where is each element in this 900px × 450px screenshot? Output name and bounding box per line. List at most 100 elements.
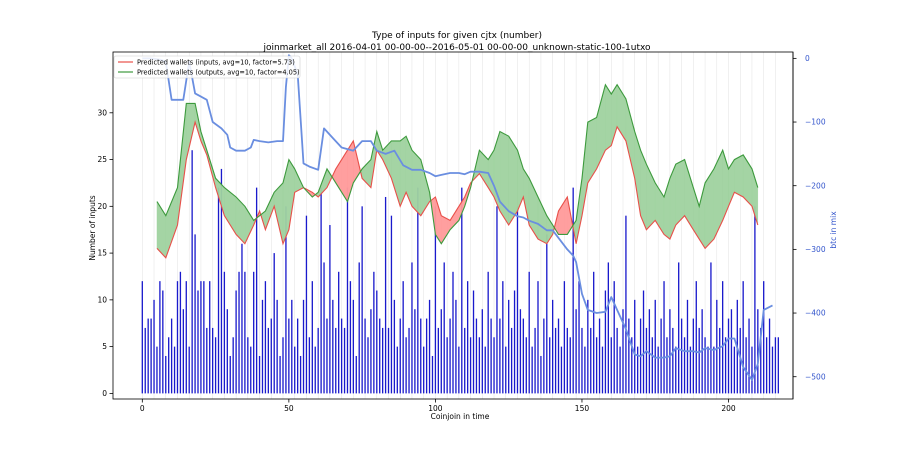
input-bar (338, 271, 340, 394)
input-bar (595, 337, 598, 394)
input-bar (320, 187, 322, 394)
y2-tick-label: −200 (805, 181, 826, 190)
input-bar (730, 309, 733, 394)
input-bar (760, 327, 762, 394)
input-bar (631, 337, 633, 394)
input-bar (496, 206, 498, 394)
fill-segment (165, 187, 178, 258)
input-bar (625, 215, 627, 394)
input-bar (270, 318, 272, 394)
input-bar (458, 346, 460, 394)
input-bar (704, 337, 706, 394)
input-bar (546, 234, 548, 394)
input-bar (519, 309, 522, 394)
input-bar (417, 187, 419, 394)
input-bar (185, 281, 187, 394)
y-tick-label: 5 (102, 342, 107, 351)
input-bar (434, 206, 437, 394)
input-bar (214, 337, 217, 394)
input-bar (179, 271, 182, 394)
y2-tick-label: −500 (805, 372, 826, 381)
input-bar (264, 281, 267, 394)
input-bar (182, 309, 185, 394)
input-bar (282, 337, 284, 394)
input-bar (285, 206, 287, 394)
input-bar (414, 309, 416, 394)
input-bar (217, 187, 220, 394)
input-bar (719, 327, 721, 394)
input-bar (258, 355, 261, 394)
input-bar (153, 299, 155, 394)
input-bar (619, 346, 621, 394)
input-bar (716, 299, 718, 394)
y-tick-label: 0 (102, 389, 107, 398)
input-bar (294, 346, 296, 394)
input-bar (349, 281, 352, 394)
input-bar (176, 281, 179, 394)
input-bar (490, 318, 492, 394)
input-bar (340, 318, 343, 394)
input-bar (170, 318, 173, 394)
x-tick-label: 50 (284, 404, 294, 413)
y-axis-label: Number of inputs (88, 195, 97, 260)
fill-segment (634, 131, 641, 216)
y2-axis: 0 −100 −200 −300 −400 −500 (793, 54, 826, 381)
input-bar (150, 318, 152, 394)
y-tick-label: 30 (97, 108, 107, 117)
input-bar (255, 187, 258, 394)
input-bar (311, 281, 313, 394)
input-bar (423, 346, 425, 394)
input-bar (156, 346, 158, 394)
x-tick-label: 100 (428, 404, 443, 413)
input-bar (751, 346, 753, 394)
input-bar (376, 290, 378, 394)
input-bar (522, 318, 525, 394)
fill-segment (605, 84, 612, 151)
input-bar (584, 346, 586, 394)
input-bar (607, 262, 610, 394)
inputs-line (156, 120, 759, 259)
input-bar (276, 299, 278, 394)
input-bar (601, 346, 604, 394)
input-bar (191, 150, 193, 394)
input-bar (390, 215, 393, 394)
input-bar (657, 346, 659, 394)
input-bar (203, 281, 205, 394)
input-bar (250, 346, 252, 394)
input-bar (610, 337, 612, 394)
y2-tick-label: 0 (805, 54, 810, 63)
input-bar (399, 318, 401, 394)
input-bar (757, 309, 759, 394)
input-bar (373, 271, 375, 394)
input-bar (346, 187, 349, 394)
fill-segment (400, 135, 407, 207)
input-bar (569, 337, 571, 394)
input-bar (721, 281, 724, 394)
input-bar (302, 299, 305, 394)
input-bar (173, 346, 176, 394)
input-bar (452, 271, 454, 394)
input-bar (484, 346, 486, 394)
input-bar (663, 281, 665, 394)
input-bar (675, 346, 677, 394)
input-bar (343, 327, 346, 394)
input-bar (695, 281, 697, 394)
input-bar (563, 281, 566, 394)
input-bar (428, 299, 431, 394)
input-bar (648, 309, 651, 394)
x-tick-label: 200 (721, 404, 736, 413)
input-bar (144, 327, 146, 394)
input-bar (370, 309, 372, 394)
input-bar (165, 355, 167, 394)
fill-segment (235, 196, 246, 245)
fill-segment (382, 140, 392, 179)
input-bar (528, 271, 530, 394)
input-bar (314, 346, 316, 394)
input-bar (654, 299, 656, 394)
input-bar (680, 318, 683, 394)
input-bar (508, 299, 510, 394)
input-bar (159, 281, 161, 394)
input-bar (352, 299, 355, 394)
input-bar (566, 327, 568, 394)
fill-segment (177, 103, 187, 226)
